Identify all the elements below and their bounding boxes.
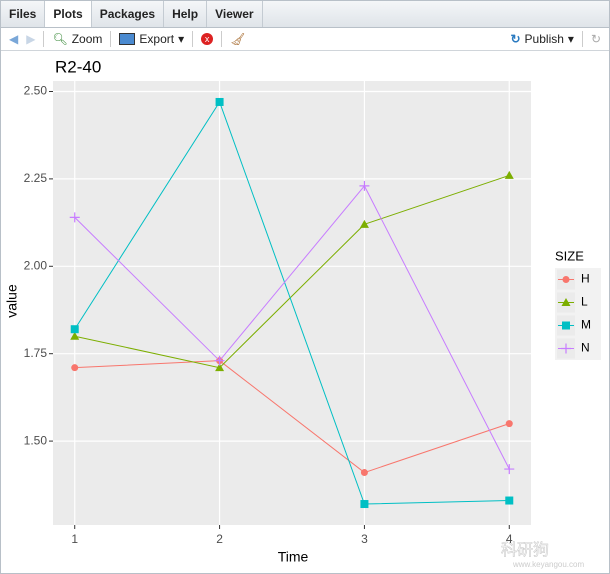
point	[504, 170, 514, 179]
legend-label: M	[581, 318, 591, 332]
series-line	[74, 100, 510, 505]
tab[interactable]: Packages	[92, 1, 165, 27]
zoom-button[interactable]: 🔍︎ Zoom	[52, 32, 103, 46]
y-axis-title: value	[4, 284, 20, 318]
tab[interactable]: Plots	[45, 1, 92, 27]
legend-marker	[562, 276, 570, 283]
separator	[581, 31, 583, 47]
separator	[110, 31, 112, 47]
legend-marker	[561, 343, 571, 354]
export-button[interactable]: Export ▾	[119, 32, 184, 46]
series-line	[74, 174, 510, 369]
publish-button[interactable]: ↻ Publish ▾	[510, 32, 574, 46]
point	[360, 500, 369, 509]
point	[359, 219, 369, 228]
tab[interactable]: Help	[164, 1, 208, 27]
y-tick-label: 2.00	[24, 258, 48, 272]
x-axis-title: Time	[278, 549, 309, 565]
legend-label: H	[581, 272, 590, 286]
y-tick-label: 2.25	[24, 171, 48, 185]
legend-marker	[562, 321, 570, 330]
point	[505, 496, 514, 505]
tab-bar: Files Plots Packages Help Viewer	[1, 1, 609, 28]
separator	[221, 31, 223, 47]
point	[505, 420, 513, 428]
x-tick-label: 4	[506, 532, 513, 546]
forward-button[interactable]: ▶	[26, 32, 36, 46]
y-tick-label: 1.50	[24, 433, 48, 447]
plot: R2-40 Time value SIZE 科研狗 www.keyangou.c…	[4, 57, 601, 569]
x-tick-label: 1	[71, 532, 78, 546]
tab[interactable]: Viewer	[207, 1, 263, 27]
watermark-url: www.keyangou.com	[512, 560, 584, 569]
tab[interactable]: Files	[1, 1, 46, 27]
separator	[43, 31, 45, 47]
remove-button[interactable]: x	[201, 33, 214, 45]
clear-button[interactable]: 🧹︎	[230, 32, 246, 46]
toolbar: ◀ ▶ 🔍︎ Zoom Export ▾ x 🧹︎ ↻ Publish ▾ ↻	[1, 28, 609, 51]
point	[70, 325, 79, 334]
x-tick-label: 2	[216, 532, 223, 546]
point	[360, 469, 368, 477]
refresh-button[interactable]: ↻	[590, 32, 601, 46]
legend-label: N	[581, 341, 590, 355]
legend-marker	[561, 298, 571, 306]
legend-title: SIZE	[555, 248, 584, 263]
y-tick-label: 1.75	[24, 346, 48, 360]
point	[70, 331, 80, 340]
back-button[interactable]: ◀	[9, 32, 19, 46]
series-line	[74, 184, 510, 470]
x-tick-label: 3	[361, 532, 368, 546]
point	[504, 464, 515, 475]
watermark: 科研狗	[501, 541, 549, 559]
point	[215, 97, 224, 106]
series-line	[74, 360, 510, 474]
export-label: Export	[139, 32, 175, 46]
zoom-label: Zoom	[71, 32, 103, 46]
point	[71, 364, 79, 372]
y-tick-label: 2.50	[24, 84, 48, 98]
point	[215, 363, 225, 372]
chart-title: R2-40	[55, 57, 101, 76]
point	[214, 355, 225, 366]
separator	[192, 31, 194, 47]
point	[69, 212, 80, 223]
legend-label: L	[581, 295, 588, 309]
publish-label: Publish	[524, 32, 564, 46]
point	[359, 180, 370, 191]
